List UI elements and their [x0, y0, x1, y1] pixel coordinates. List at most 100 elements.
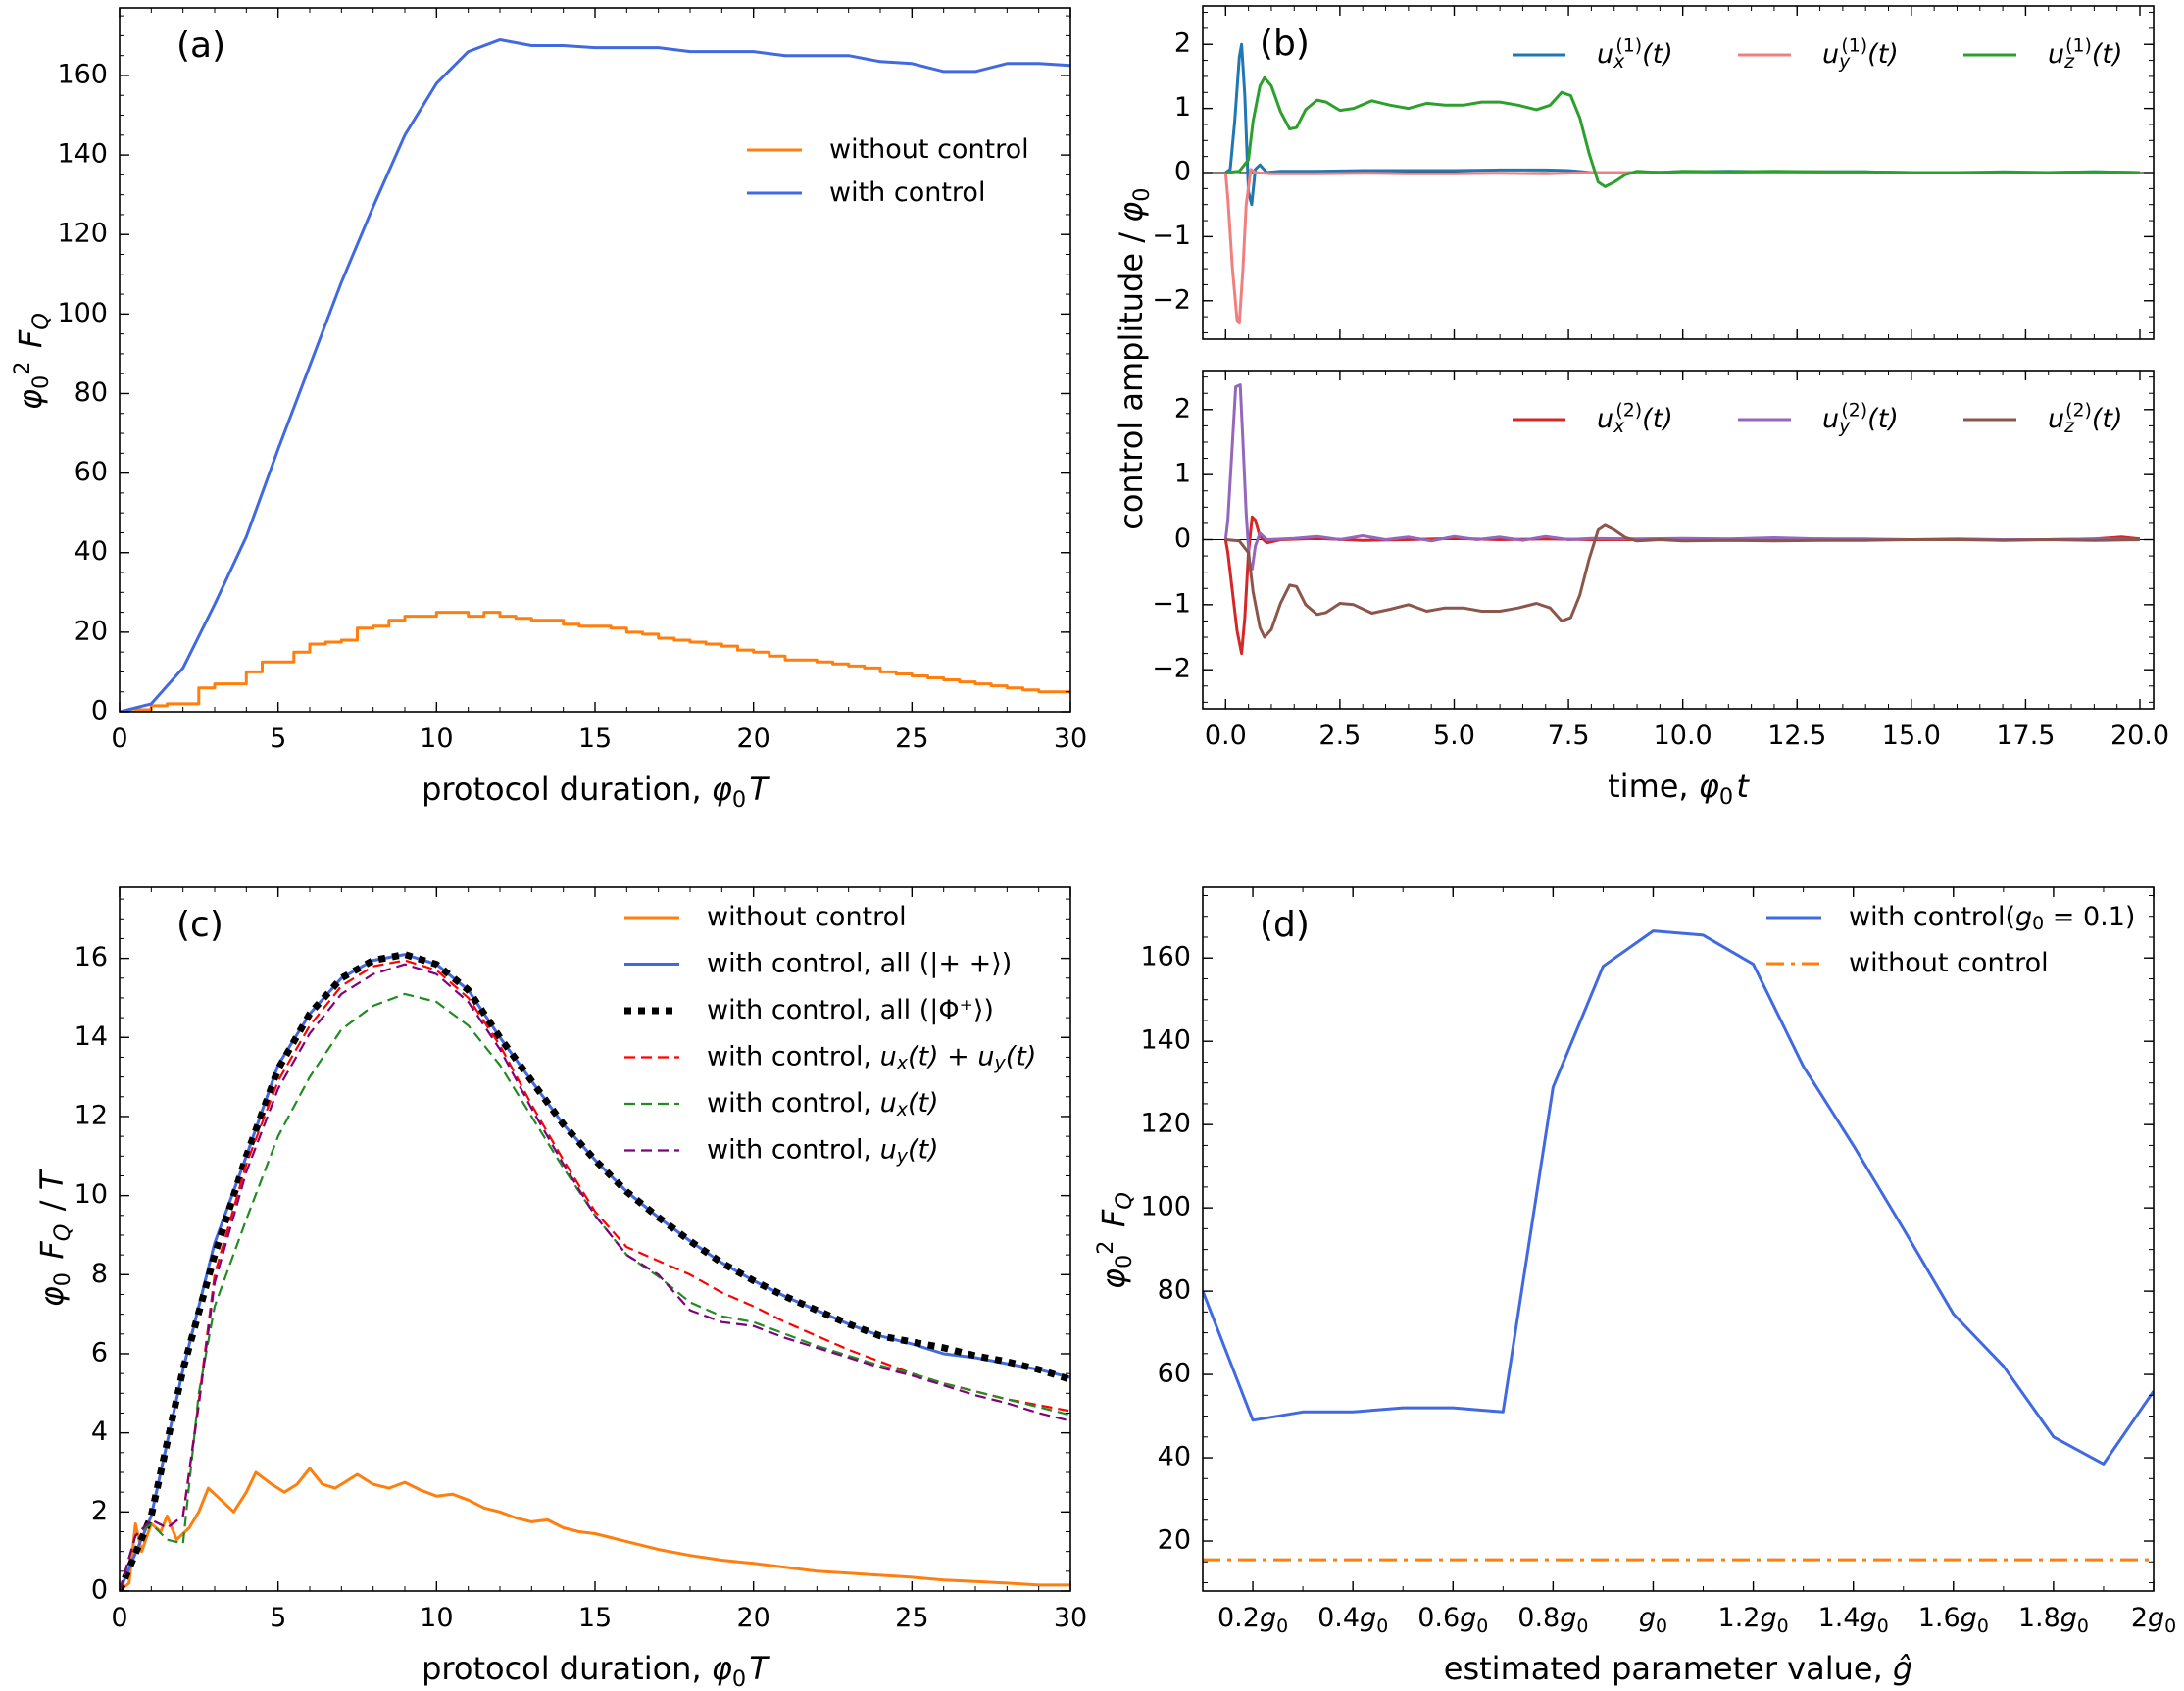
y-tick-label: 1 — [1174, 459, 1191, 489]
y-tick-label: 1 — [1174, 92, 1191, 123]
y-tick-label: 140 — [1140, 1025, 1191, 1056]
y-tick-label: 12 — [74, 1100, 108, 1130]
panel-label: (d) — [1260, 905, 1310, 945]
y-tick-label: 80 — [1158, 1275, 1191, 1306]
y-tick-label: 8 — [91, 1259, 108, 1289]
y-tick-label: 40 — [1158, 1442, 1191, 1472]
y-axis-label: φ0 FQ / T — [33, 1169, 75, 1307]
x-tick-label: 30 — [1054, 1603, 1087, 1633]
x-tick-label: 0.4g0 — [1317, 1603, 1388, 1637]
y-tick-label: 120 — [1140, 1109, 1191, 1139]
series-line-c-0 — [120, 1467, 1070, 1591]
y-tick-label: 0 — [91, 1575, 108, 1606]
x-tick-label: 15.0 — [1882, 721, 1941, 751]
x-tick-label: 30 — [1054, 723, 1087, 754]
x-tick-label: 17.5 — [1996, 721, 2055, 751]
x-tick-label: 10.0 — [1654, 721, 1712, 751]
legend-entry: without control — [707, 902, 907, 932]
legend-entry: with control, uy(t) — [707, 1134, 939, 1167]
y-tick-label: 160 — [57, 59, 108, 89]
y-tick-label: 80 — [74, 377, 108, 408]
y-tick-label: 100 — [1140, 1192, 1191, 1222]
panel-label: (a) — [176, 25, 225, 66]
axes-frame — [1202, 886, 2155, 1592]
y-tick-label: 2 — [1174, 393, 1191, 423]
panel-d-fisher-vs-estimate: 0.2g0 0.4g0 0.6g0 0.8g0 g0 1.2g0 1.4g0 1.6g0 1.8… — [1093, 886, 2176, 1687]
y-tick-label: 0 — [91, 696, 108, 726]
y-tick-label: 20 — [74, 616, 108, 646]
x-tick-label: 10 — [420, 1603, 453, 1633]
legend-entry: uy(2)(t) — [1822, 399, 1899, 436]
legend-entry: with control — [829, 177, 985, 208]
legend: ux(1)(t) uy(1)(t) uz(1)(t) — [1513, 34, 2123, 72]
y-tick-label: 4 — [91, 1417, 108, 1447]
x-tick-label: 5.0 — [1433, 721, 1475, 751]
y-tick-label: 2 — [91, 1496, 108, 1526]
x-tick-label: 1.4g0 — [1818, 1603, 1889, 1637]
x-tick-label: 0.0 — [1205, 721, 1247, 751]
panel-b-bottom-controls: 0.0 2.5 5.0 7.5 10.0 12.5 15.0 17.5 20.0 −2 −1 0 1 2 t… — [1113, 187, 2169, 810]
y-tick-label: −2 — [1152, 284, 1191, 315]
legend: without control with control — [747, 134, 1029, 208]
x-tick-label: 1.8g0 — [2018, 1603, 2089, 1637]
x-tick-label: 2g0 — [2131, 1603, 2176, 1637]
legend-entry: with control, ux(t) + uy(t) — [707, 1041, 1036, 1073]
panel-c-fisher-rate-vs-duration: 0 5 10 15 20 25 30 0 2 4 6 8 10 12 14 16 (c) protocol dur… — [33, 886, 1087, 1691]
x-tick-label: 1.6g0 — [1918, 1603, 1989, 1637]
series-line-b2-2 — [1225, 523, 2141, 639]
x-tick-label: 1.2g0 — [1718, 1603, 1789, 1637]
x-axis-label: estimated parameter value, ĝ — [1444, 1650, 1912, 1687]
y-tick-label: −1 — [1152, 588, 1191, 619]
y-tick-label: −1 — [1152, 221, 1191, 251]
series-line-d-0 — [1203, 929, 2154, 1466]
legend-entry: with control, all (|+ +⟩) — [707, 948, 1012, 978]
x-tick-label: 7.5 — [1548, 721, 1590, 751]
x-tick-label: 0 — [111, 723, 127, 754]
x-tick-label: 15 — [578, 1603, 612, 1633]
axes-frame — [119, 7, 1071, 713]
legend-entry: with control, ux(t) — [707, 1088, 939, 1120]
panel-a-fisher-vs-duration: 0 5 10 15 20 25 30 0 20 40 60 80 100 120 140 160 (a) prot… — [10, 7, 1087, 813]
legend: with control(g0 = 0.1) without control — [1766, 902, 2135, 978]
legend: without control with control, all (|+ +⟩)… — [624, 902, 1036, 1167]
panel-label: (b) — [1260, 24, 1310, 64]
y-tick-label: 10 — [74, 1179, 108, 1210]
x-tick-label: 0.8g0 — [1517, 1603, 1588, 1637]
y-tick-label: 14 — [74, 1021, 108, 1052]
y-tick-label: 100 — [57, 298, 108, 328]
y-tick-label: −2 — [1152, 654, 1191, 684]
y-tick-label: 140 — [57, 139, 108, 170]
y-tick-label: 0 — [1174, 523, 1191, 554]
x-tick-label: 20 — [736, 1603, 769, 1633]
y-tick-label: 6 — [91, 1337, 108, 1368]
x-tick-label: 10 — [420, 723, 453, 754]
x-tick-label: 5 — [270, 1603, 286, 1633]
legend-entry: uz(2)(t) — [2048, 399, 2123, 436]
y-axis-label: φ02 FQ — [10, 310, 54, 410]
x-tick-label: 5 — [270, 723, 286, 754]
x-tick-label: 12.5 — [1767, 721, 1826, 751]
x-tick-label: 25 — [895, 723, 928, 754]
series-line-a-1 — [120, 38, 1070, 712]
y-tick-label: 0 — [1174, 157, 1191, 187]
y-axis-label: φ02 FQ — [1093, 1189, 1137, 1289]
panel-label: (c) — [176, 905, 223, 945]
x-axis-label: protocol duration, φ0 T — [422, 1650, 770, 1691]
y-tick-label: 60 — [1158, 1359, 1191, 1389]
legend-entry: ux(2)(t) — [1597, 399, 1673, 436]
series-line-b1-2 — [1225, 75, 2141, 188]
x-tick-label: 0 — [111, 1603, 127, 1633]
x-tick-label: 0.2g0 — [1217, 1603, 1288, 1637]
y-tick-label: 120 — [57, 219, 108, 249]
x-axis-label: time, φ0 t — [1608, 768, 1750, 810]
legend-entry: uz(1)(t) — [2048, 34, 2123, 72]
y-tick-label: 20 — [1158, 1525, 1191, 1556]
legend-entry: without control — [1849, 948, 2049, 978]
x-tick-label: 25 — [895, 1603, 928, 1633]
x-tick-label: g0 — [1639, 1603, 1667, 1637]
y-tick-label: 40 — [74, 536, 108, 567]
legend-entry: ux(1)(t) — [1597, 34, 1673, 72]
series-line-b1-1 — [1223, 168, 2140, 325]
y-tick-label: 16 — [74, 942, 108, 972]
